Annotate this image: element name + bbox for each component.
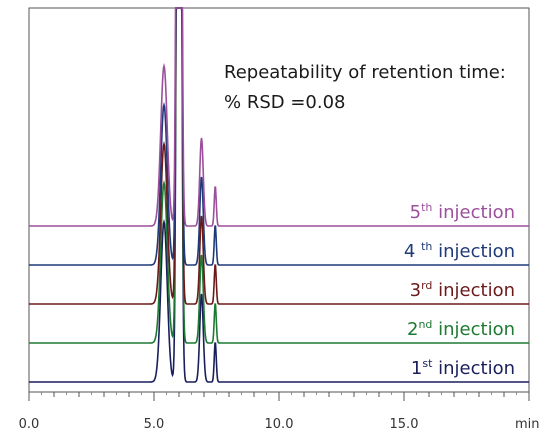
series-label-number: 3 <box>410 280 421 301</box>
annotation-line-2: % RSD =0.08 <box>224 92 346 113</box>
trace-line <box>29 7 529 344</box>
series-label: 3rd injection <box>410 279 515 301</box>
series-label-text: injection <box>432 202 515 223</box>
annotation-line-1: Repeatability of retention time: <box>224 62 506 83</box>
series-label: 2nd injection <box>407 318 515 340</box>
series-label-number: 4 <box>404 241 421 262</box>
trace-line <box>29 7 529 266</box>
x-tick-label: 15.0 <box>390 417 419 432</box>
series-label-ordinal: rd <box>421 279 432 292</box>
trace-line <box>29 7 529 383</box>
series-label-number: 5 <box>410 202 421 223</box>
series-label-ordinal: th <box>421 201 432 214</box>
series-label-ordinal: st <box>422 357 433 370</box>
series-label: 4 th injection <box>404 240 515 262</box>
series-label: 5th injection <box>410 201 515 223</box>
series-label-text: injection <box>432 280 515 301</box>
x-tick-label: 0.0 <box>19 417 40 432</box>
trace-line <box>29 7 529 227</box>
x-tick-label: 5.0 <box>144 417 165 432</box>
x-axis-unit-label: min <box>515 417 540 432</box>
series-label-text: injection <box>432 241 515 262</box>
series-label-number: 2 <box>407 319 418 340</box>
trace-line <box>29 7 529 305</box>
series-label-ordinal: th <box>421 240 432 253</box>
series-label-number: 1 <box>411 358 422 379</box>
series-label-text: injection <box>432 319 515 340</box>
series-label-text: injection <box>432 358 515 379</box>
traces <box>29 7 529 383</box>
x-tick-label: 10.0 <box>265 417 294 432</box>
series-label: 1st injection <box>411 357 515 379</box>
series-label-ordinal: nd <box>418 318 432 331</box>
x-axis: 0.0 5.0 10.0 15.0 <box>19 392 530 432</box>
